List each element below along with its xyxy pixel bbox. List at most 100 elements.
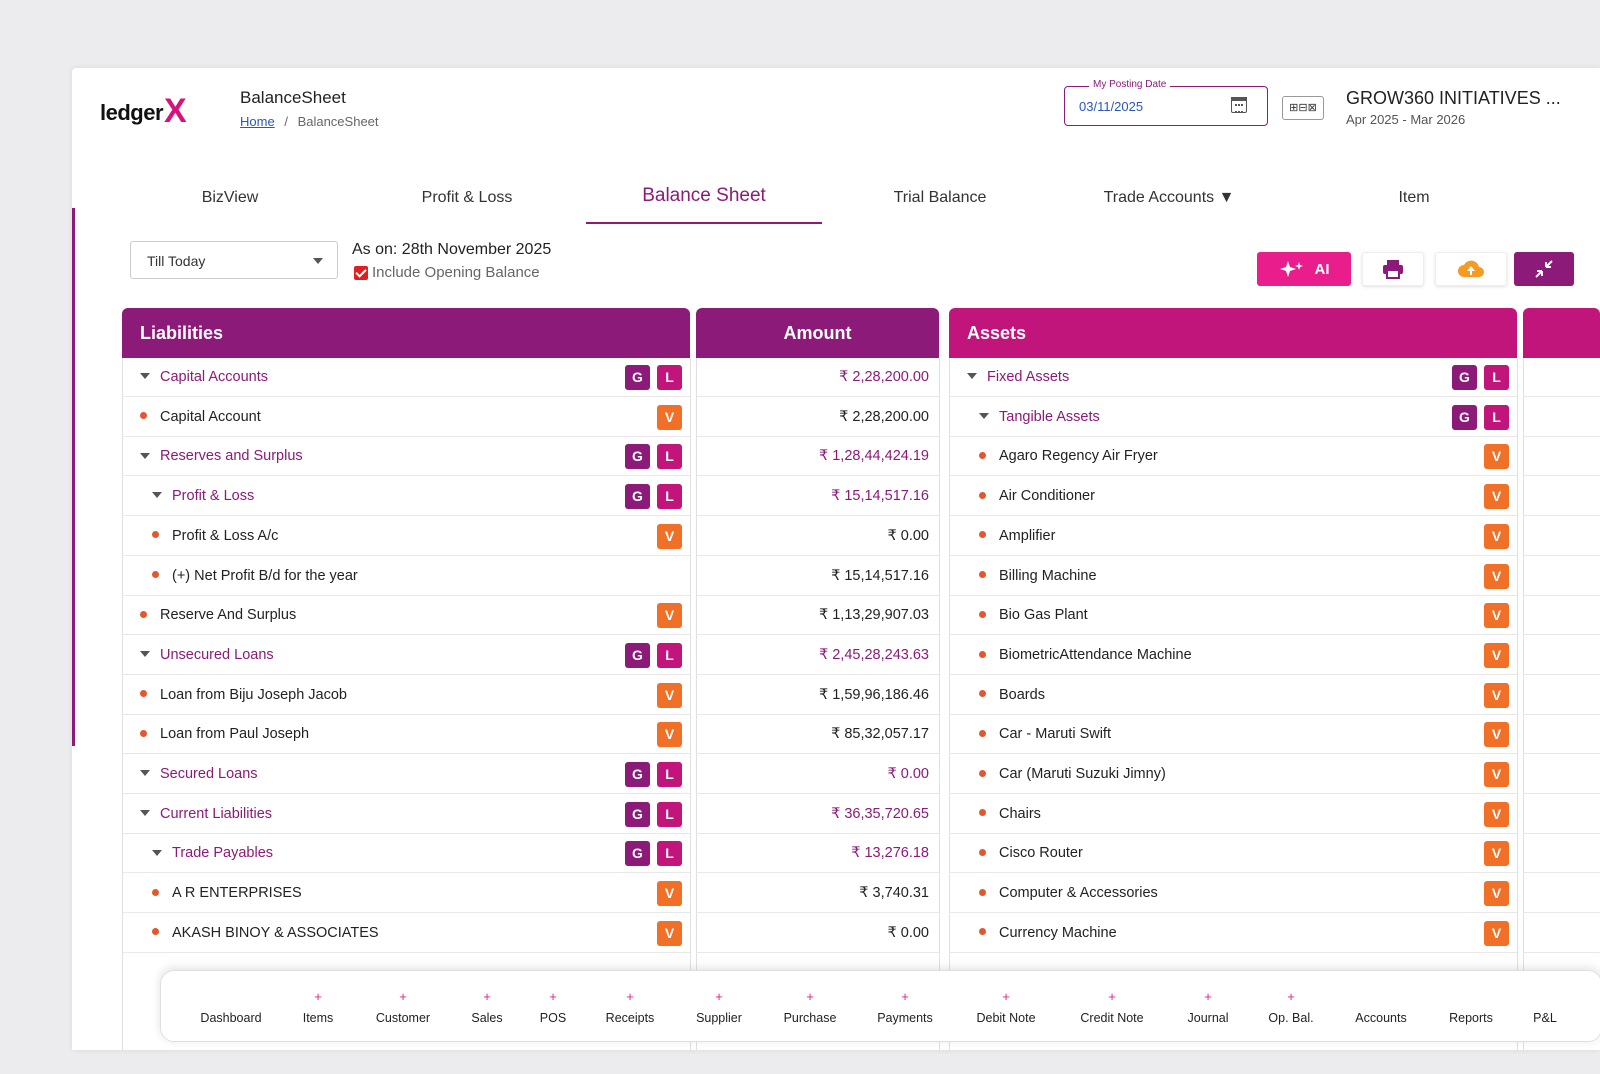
group-name[interactable]: Trade Payables <box>152 834 273 873</box>
plus-icon[interactable]: + <box>1204 989 1212 1004</box>
liab-badge-v[interactable]: V <box>657 404 682 430</box>
liab-badge-g[interactable]: G <box>625 762 650 787</box>
asset-badge-v[interactable]: V <box>1484 603 1509 629</box>
tab-profit-loss[interactable]: Profit & Loss <box>421 189 513 206</box>
liab-badge-l[interactable]: L <box>657 841 682 867</box>
nav-items[interactable]: + Items <box>278 989 358 1025</box>
asset-badge-v[interactable]: V <box>1484 722 1509 748</box>
liability-row-reserves-and-surplus[interactable]: Reserves and Surplus G L <box>122 437 690 477</box>
ledger-name[interactable]: Bio Gas Plant <box>979 596 1088 635</box>
asset-badge-g[interactable]: G <box>1452 404 1477 430</box>
ledger-name[interactable]: AKASH BINOY & ASSOCIATES <box>152 914 379 953</box>
plus-icon[interactable]: + <box>1287 989 1295 1004</box>
group-name[interactable]: Capital Accounts <box>140 358 268 397</box>
asset-badge-v[interactable]: V <box>1484 682 1509 708</box>
nav-op-bal[interactable]: + Op. Bal. <box>1251 989 1331 1025</box>
group-name[interactable]: Fixed Assets <box>967 358 1069 397</box>
group-name[interactable]: Secured Loans <box>140 755 258 794</box>
ledger-name[interactable]: Computer & Accessories <box>979 874 1158 913</box>
plus-icon[interactable]: + <box>399 989 407 1004</box>
nav-payments[interactable]: + Payments <box>865 989 945 1025</box>
asset-badge-g[interactable]: G <box>1452 365 1477 390</box>
calendar-icon[interactable] <box>1231 97 1247 113</box>
plus-icon[interactable] <box>1505 989 1585 1005</box>
liability-row-profit-loss[interactable]: Profit & Loss G L <box>122 477 690 517</box>
liab-badge-l[interactable]: L <box>657 365 682 390</box>
plus-icon[interactable] <box>191 989 271 1005</box>
ledger-name[interactable]: Amplifier <box>979 517 1055 556</box>
liab-badge-g[interactable]: G <box>625 444 650 470</box>
ledger-name[interactable]: Loan from Biju Joseph Jacob <box>140 676 347 715</box>
liab-badge-g[interactable]: G <box>625 801 650 827</box>
nav-reports[interactable]: Reports <box>1431 989 1511 1025</box>
ledger-name[interactable]: Cisco Router <box>979 834 1083 873</box>
ledger-name[interactable]: Reserve And Surplus <box>140 596 296 635</box>
plus-icon[interactable]: + <box>1108 989 1116 1004</box>
liability-row-current-liabilities[interactable]: Current Liabilities G L <box>122 795 690 834</box>
nav-receipts[interactable]: + Receipts <box>590 989 670 1025</box>
plus-icon[interactable]: + <box>1002 989 1010 1004</box>
caret-down-icon[interactable] <box>140 373 150 380</box>
liab-badge-l[interactable]: L <box>657 444 682 470</box>
asset-badge-v[interactable]: V <box>1484 881 1509 907</box>
company-name[interactable]: GROW360 INITIATIVES ... <box>1346 88 1561 108</box>
plus-icon[interactable]: + <box>715 989 723 1004</box>
asset-row-tangible-assets[interactable]: Tangible Assets G L <box>949 398 1517 437</box>
nav-purchase[interactable]: + Purchase <box>770 989 850 1025</box>
caret-down-icon[interactable] <box>140 452 150 459</box>
asset-badge-v[interactable]: V <box>1484 563 1509 589</box>
group-name[interactable]: Reserves and Surplus <box>140 437 303 476</box>
nav-debit-note[interactable]: + Debit Note <box>966 989 1046 1025</box>
print-button[interactable] <box>1362 252 1424 286</box>
nav-customer[interactable]: + Customer <box>363 989 443 1025</box>
group-name[interactable]: Tangible Assets <box>979 398 1100 437</box>
tab-bizview[interactable]: BizView <box>201 189 259 206</box>
ledger-name[interactable]: Boards <box>979 676 1045 715</box>
asset-badge-v[interactable]: V <box>1484 642 1509 668</box>
asset-badge-l[interactable]: L <box>1484 404 1509 430</box>
caret-down-icon[interactable] <box>140 770 150 777</box>
asset-row-fixed-assets[interactable]: Fixed Assets G L <box>949 358 1517 397</box>
plus-icon[interactable]: + <box>483 989 491 1004</box>
collapse-button[interactable] <box>1514 252 1574 286</box>
nav-pos[interactable]: + POS <box>513 989 593 1025</box>
liab-badge-g[interactable]: G <box>625 642 650 668</box>
caret-down-icon[interactable] <box>152 492 162 499</box>
nav-p-l[interactable]: P&L <box>1505 989 1585 1025</box>
ledger-name[interactable]: Car (Maruti Suzuki Jimny) <box>979 755 1166 794</box>
ledger-name[interactable]: Capital Account <box>140 398 261 437</box>
plus-icon[interactable]: + <box>901 989 909 1004</box>
caret-down-icon[interactable] <box>140 651 150 658</box>
liab-badge-v[interactable]: V <box>657 523 682 549</box>
liab-badge-g[interactable]: G <box>625 365 650 390</box>
period-select[interactable]: Till Today <box>130 241 338 279</box>
liability-row-secured-loans[interactable]: Secured Loans G L <box>122 755 690 794</box>
include-opening-balance-checkbox[interactable] <box>354 265 368 280</box>
group-name[interactable]: Unsecured Loans <box>140 636 274 675</box>
posting-date-value[interactable]: 03/11/2025 <box>1079 99 1144 114</box>
upload-button[interactable] <box>1435 252 1507 286</box>
asset-badge-v[interactable]: V <box>1484 444 1509 470</box>
ledger-name[interactable]: Chairs <box>979 795 1041 834</box>
ledger-name[interactable]: Car - Maruti Swift <box>979 715 1111 754</box>
ledger-name[interactable]: (+) Net Profit B/d for the year <box>152 557 358 596</box>
nav-supplier[interactable]: + Supplier <box>679 989 759 1025</box>
ledger-name[interactable]: BiometricAttendance Machine <box>979 636 1192 675</box>
liab-badge-v[interactable]: V <box>657 722 682 748</box>
liab-badge-v[interactable]: V <box>657 682 682 708</box>
plus-icon[interactable] <box>1431 989 1511 1005</box>
asset-badge-l[interactable]: L <box>1484 365 1509 390</box>
plus-icon[interactable]: + <box>806 989 814 1004</box>
asset-badge-v[interactable]: V <box>1484 920 1509 946</box>
caret-down-icon[interactable] <box>979 412 989 419</box>
liability-row-capital-accounts[interactable]: Capital Accounts G L <box>122 358 690 397</box>
company-switch-icon[interactable]: ⊞⊟⊠ <box>1282 96 1324 120</box>
posting-date-field[interactable]: My Posting Date 03/11/2025 <box>1064 79 1268 126</box>
plus-icon[interactable]: + <box>549 989 557 1004</box>
asset-badge-v[interactable]: V <box>1484 762 1509 787</box>
nav-accounts[interactable]: Accounts <box>1341 989 1421 1025</box>
liability-row-unsecured-loans[interactable]: Unsecured Loans G L <box>122 636 690 675</box>
ledger-name[interactable]: Loan from Paul Joseph <box>140 715 309 754</box>
nav-sales[interactable]: + Sales <box>447 989 527 1025</box>
ledger-name[interactable]: Profit & Loss A/c <box>152 517 278 556</box>
